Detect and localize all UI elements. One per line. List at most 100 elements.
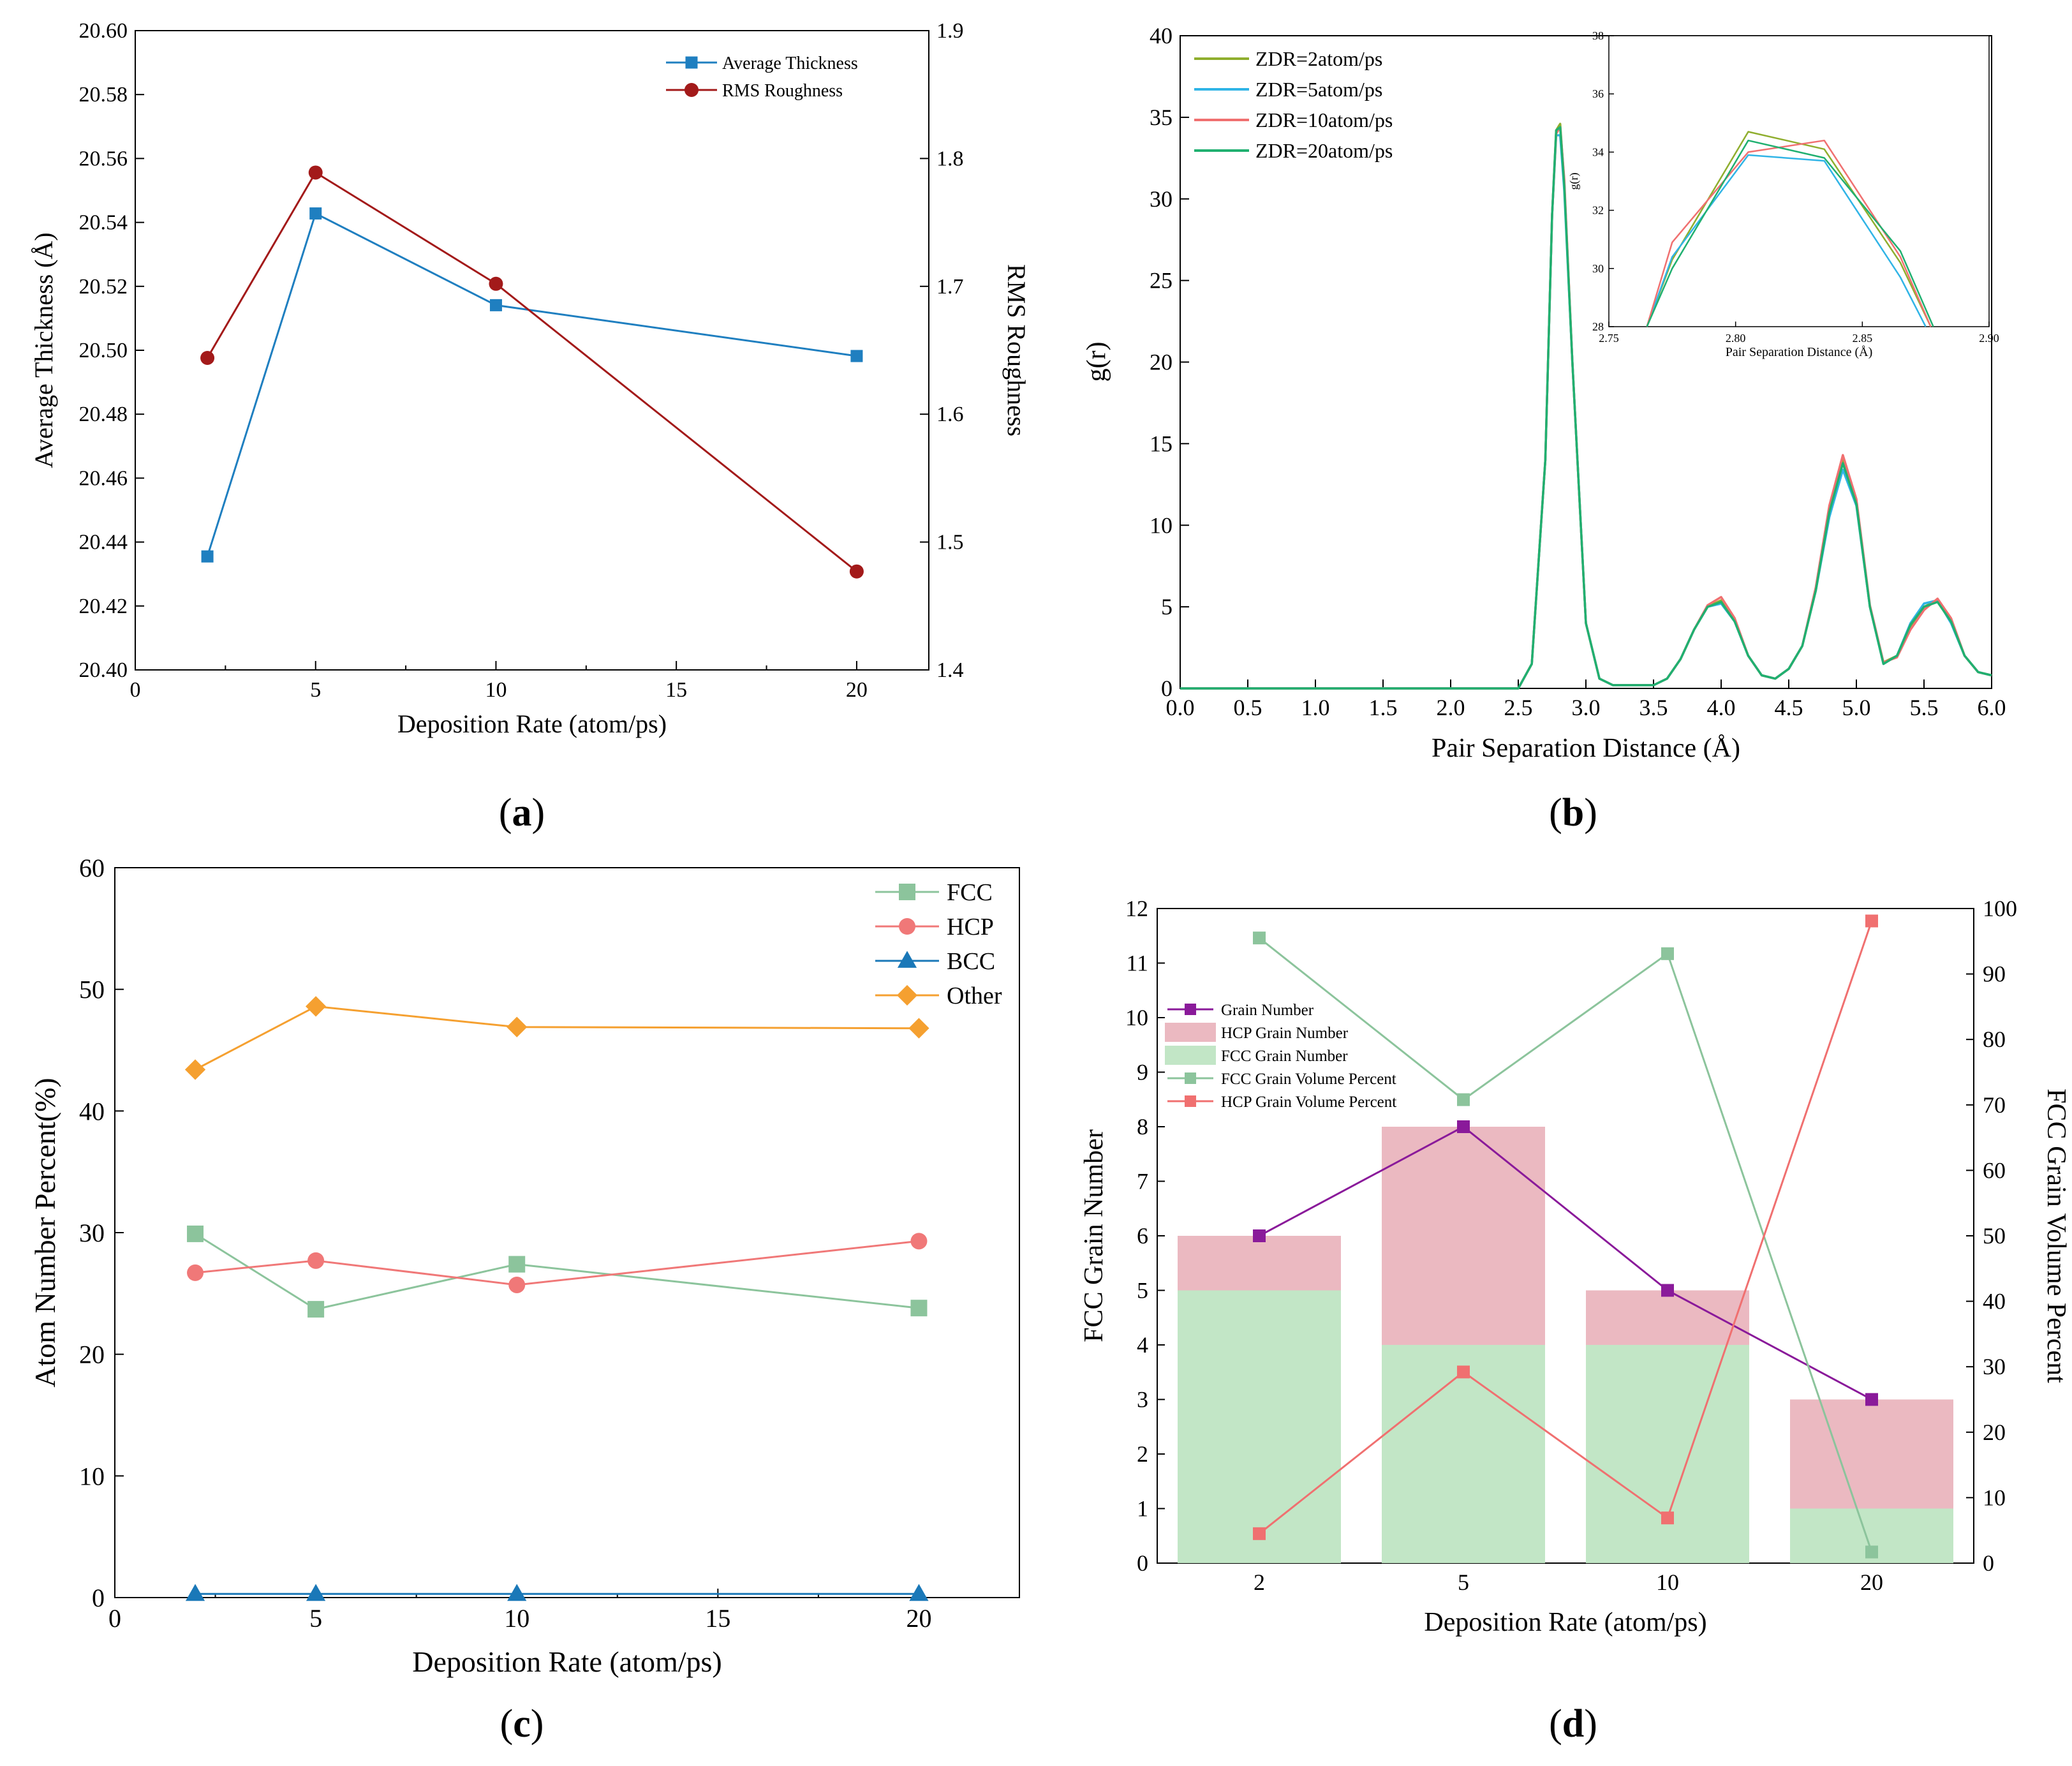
x-tick-label-c: 10 (504, 1604, 529, 1633)
x-tick-label-d: 5 (1458, 1569, 1469, 1595)
y-tick-label-c: 60 (79, 854, 105, 882)
y2-tick-label-d: 80 (1983, 1027, 2006, 1052)
series-line-c (195, 1233, 919, 1310)
y-tick-label-c: 50 (79, 976, 105, 1004)
y-tick-label-a: 20.52 (79, 275, 128, 299)
y2-tick-label-d: 100 (1983, 896, 2017, 921)
y-tick-label-a: 20.54 (79, 211, 128, 235)
y-tick-label-c: 40 (79, 1097, 105, 1125)
legend-marker-c (896, 984, 918, 1006)
x-tick-label-c: 15 (705, 1604, 730, 1633)
data-point-c (307, 1252, 325, 1269)
x-ticks-a: 0 5 10 15 20 (130, 661, 868, 702)
y2-tick-label-d: 90 (1983, 961, 2006, 987)
legend-label-d: FCC Grain Volume Percent (1221, 1071, 1396, 1088)
y2-tick-label-a: 1.7 (936, 275, 964, 299)
data-point-a (308, 165, 323, 180)
y-tick-label-b: 25 (1150, 268, 1173, 293)
data-point-a (489, 299, 502, 311)
data-point-a (201, 550, 214, 563)
legend-label-d: HCP Grain Number (1221, 1025, 1349, 1042)
legend-label-b: ZDR=2atom/ps (1255, 47, 1382, 70)
legend-marker-a (685, 83, 699, 97)
inset-x-tick-label: 2.80 (1726, 332, 1746, 345)
data-point-a (489, 276, 503, 291)
plot-area-b (1180, 122, 1992, 690)
hcp-grain-bar (1178, 1236, 1341, 1291)
y2-tick-label-a: 1.9 (936, 19, 964, 43)
y-tick-label-d: 12 (1125, 896, 1148, 921)
series-line-c (195, 1240, 919, 1286)
caption-letter-c: c (513, 1702, 531, 1746)
legend-label-a: Average Thickness (722, 54, 858, 73)
caption-close-d: ) (1584, 1702, 1597, 1746)
y-tick-label-a: 20.50 (79, 339, 128, 362)
x-tick-label-b: 2.5 (1504, 695, 1533, 720)
y-tick-label-a: 20.48 (79, 403, 128, 426)
y-tick-label-b: 0 (1161, 676, 1173, 701)
panel-b: 0.0 0.5 1.0 1.5 2.0 2.5 3.0 3.5 4.0 4.5 5.0 5.5 6.0 … (1082, 23, 2006, 835)
data-point-c (507, 1016, 528, 1037)
y2-axis-label-a: RMS Roughness (1002, 264, 1031, 436)
y2-tick-label-d: 50 (1983, 1223, 2006, 1249)
y-tick-label-b: 15 (1150, 431, 1173, 456)
inset-curve (1646, 139, 1932, 327)
x-tick-label-a: 20 (846, 678, 868, 702)
data-point-c (187, 1264, 204, 1281)
x-tick-label-b: 6.0 (1978, 695, 2006, 720)
caption-close-b: ) (1584, 791, 1597, 835)
legend-marker-c (899, 918, 915, 935)
inset-plot-area (1646, 131, 1934, 327)
caption-open-d: ( (1549, 1702, 1562, 1746)
legend-marker-d (1185, 1072, 1196, 1084)
legend-c: FCC HCP BCC Other (875, 879, 1002, 1009)
y-ticks-c: 0 10 20 30 40 50 60 (79, 854, 124, 1612)
caption-close-a: ) (532, 791, 545, 835)
data-point-d (1865, 1545, 1878, 1559)
y2-tick-label-d: 30 (1983, 1354, 2006, 1379)
hcp-grain-bar (1382, 1127, 1545, 1345)
plot-area-a (200, 165, 864, 579)
y2-tick-label-d: 0 (1983, 1550, 1994, 1576)
data-point-d (1253, 1229, 1266, 1242)
data-point-c (305, 996, 327, 1017)
data-point-c (184, 1059, 206, 1080)
y-tick-label-d: 9 (1137, 1060, 1148, 1085)
data-point-a (849, 564, 864, 579)
y-ticks-b: 0 5 10 15 20 25 30 35 40 (1150, 23, 1189, 701)
legend-marker-c (899, 884, 915, 900)
y-ticks-a: 20.40 20.42 20.44 20.46 20.48 20.50 20.52 20.54… (79, 19, 144, 682)
y-tick-label-a: 20.42 (79, 595, 128, 618)
legend-swatch-d (1165, 1023, 1216, 1042)
legend-a: Average Thickness RMS Roughness (666, 54, 858, 101)
data-point-d (1865, 914, 1878, 928)
caption-c: (c) (500, 1702, 544, 1746)
legend-label-d: FCC Grain Number (1221, 1048, 1348, 1065)
legend-marker-c (897, 951, 917, 968)
caption-b: (b) (1549, 791, 1597, 835)
series-line-a (206, 212, 857, 557)
series-line-d (1259, 1125, 1872, 1400)
rdf-curve-b (1180, 126, 1992, 690)
legend-b: ZDR=2atom/ps ZDR=5atom/ps ZDR=10atom/ps ZDR… (1194, 47, 1393, 162)
legend-marker-d (1185, 1095, 1196, 1107)
legend-marker-a (685, 56, 698, 69)
series-line-c (195, 1005, 919, 1071)
series-line-d (1259, 921, 1873, 1534)
data-point-d (1661, 1511, 1674, 1525)
legend-label-c: BCC (947, 948, 995, 975)
series-line-a (206, 171, 857, 572)
data-point-c (507, 1584, 527, 1601)
caption-open-c: ( (500, 1702, 514, 1746)
y2-tick-label-a: 1.4 (936, 658, 964, 682)
x-tick-label-d: 10 (1656, 1569, 1679, 1595)
x-axis-label-d: Deposition Rate (atom/ps) (1424, 1608, 1706, 1637)
data-point-d (1661, 947, 1674, 960)
x-tick-label-b: 1.0 (1301, 695, 1330, 720)
data-point-d (1253, 931, 1266, 945)
x-tick-label-a: 15 (665, 678, 687, 702)
y2-tick-label-a: 1.8 (936, 147, 964, 170)
inset-x-axis-label: Pair Separation Distance (Å) (1726, 345, 1872, 359)
